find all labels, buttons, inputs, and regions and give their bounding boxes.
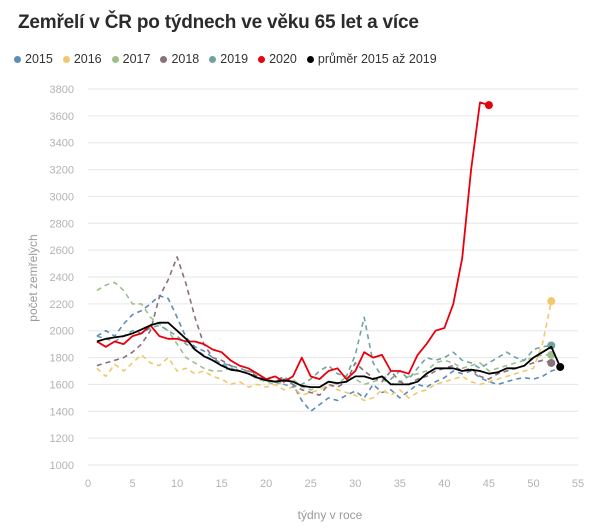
series-line-průměr-2015-až-2019 (96, 321, 562, 389)
series-end-marker (547, 297, 556, 306)
series-line-2020 (96, 101, 490, 383)
legend: 2015 2016 2017 2018 2019 2020 průměr 2015 až 2… (14, 52, 437, 66)
y-tick-label: 1200 (50, 433, 74, 445)
y-tick-label: 2400 (50, 272, 74, 284)
y-tick-label: 3800 (50, 84, 74, 96)
y-tick-label: 1800 (50, 353, 74, 365)
legend-item[interactable]: 2017 (111, 52, 151, 66)
y-tick-label: 2800 (50, 218, 74, 230)
x-tick-label: 50 (527, 478, 539, 490)
y-axis-label: počet zemřelých (26, 234, 40, 321)
series-end-marker (556, 362, 565, 371)
legend-swatch (258, 55, 266, 63)
legend-item[interactable]: průměr 2015 až 2019 (306, 52, 437, 66)
legend-item[interactable]: 2016 (62, 52, 102, 66)
legend-item[interactable]: 2020 (258, 52, 297, 66)
legend-swatch (209, 55, 217, 63)
series-end-marker (547, 358, 556, 367)
y-tick-label: 3000 (50, 191, 74, 203)
gridlines (88, 88, 578, 466)
series-line-2019 (96, 316, 552, 388)
legend-swatch (14, 55, 21, 63)
legend-swatch (160, 55, 168, 63)
x-tick-label: 25 (305, 478, 317, 490)
legend-label: 2020 (269, 52, 297, 66)
series-lines (96, 101, 565, 413)
x-tick-label: 55 (572, 478, 584, 490)
y-tick-label: 1000 (50, 460, 74, 472)
legend-label: 2015 (25, 52, 53, 66)
legend-item[interactable]: 2015 (14, 52, 53, 66)
legend-item[interactable]: 2019 (209, 52, 248, 66)
x-tick-label: 0 (85, 478, 91, 490)
legend-swatch (111, 55, 119, 63)
x-tick-label: 35 (394, 478, 406, 490)
x-tick-label: 5 (129, 478, 135, 490)
legend-label: 2017 (122, 52, 151, 66)
y-tick-label: 2200 (50, 299, 74, 311)
legend-label: 2018 (171, 52, 200, 66)
y-tick-label: 3200 (50, 165, 74, 177)
legend-label: 2016 (73, 52, 102, 66)
legend-swatch (62, 55, 70, 63)
y-tick-label: 3400 (50, 138, 74, 150)
x-tick-label: 15 (216, 478, 228, 490)
legend-label: 2019 (220, 52, 249, 66)
series-line-2015 (96, 294, 561, 413)
y-tick-label: 1400 (50, 406, 74, 418)
y-tick-label: 2000 (50, 326, 74, 338)
legend-label: průměr 2015 až 2019 (317, 52, 437, 66)
x-axis-label: týdny v roce (298, 508, 363, 522)
series-line-2018 (96, 256, 552, 397)
legend-swatch (306, 55, 314, 63)
series-line-2017 (96, 281, 552, 391)
x-tick-label: 10 (171, 478, 183, 490)
legend-item[interactable]: 2018 (160, 52, 199, 66)
series-end-marker (484, 101, 493, 110)
x-tick-label: 45 (483, 478, 495, 490)
x-tick-label: 30 (349, 478, 361, 490)
series-line-2016 (96, 301, 553, 402)
y-tick-label: 2600 (50, 245, 74, 257)
x-tick-label: 20 (260, 478, 272, 490)
x-axis-ticks: 0 5 10 15 20 25 30 35 40 45 50 55 (85, 478, 584, 490)
x-tick-label: 40 (438, 478, 450, 490)
y-axis-ticks: 1000 1200 1400 1600 1800 2000 2200 2400 2600 2800… (50, 84, 74, 472)
y-tick-label: 1600 (50, 379, 74, 391)
chart-title: Zemřelí v ČR po týdnech ve věku 65 let a… (18, 12, 419, 33)
y-tick-label: 3600 (50, 111, 74, 123)
